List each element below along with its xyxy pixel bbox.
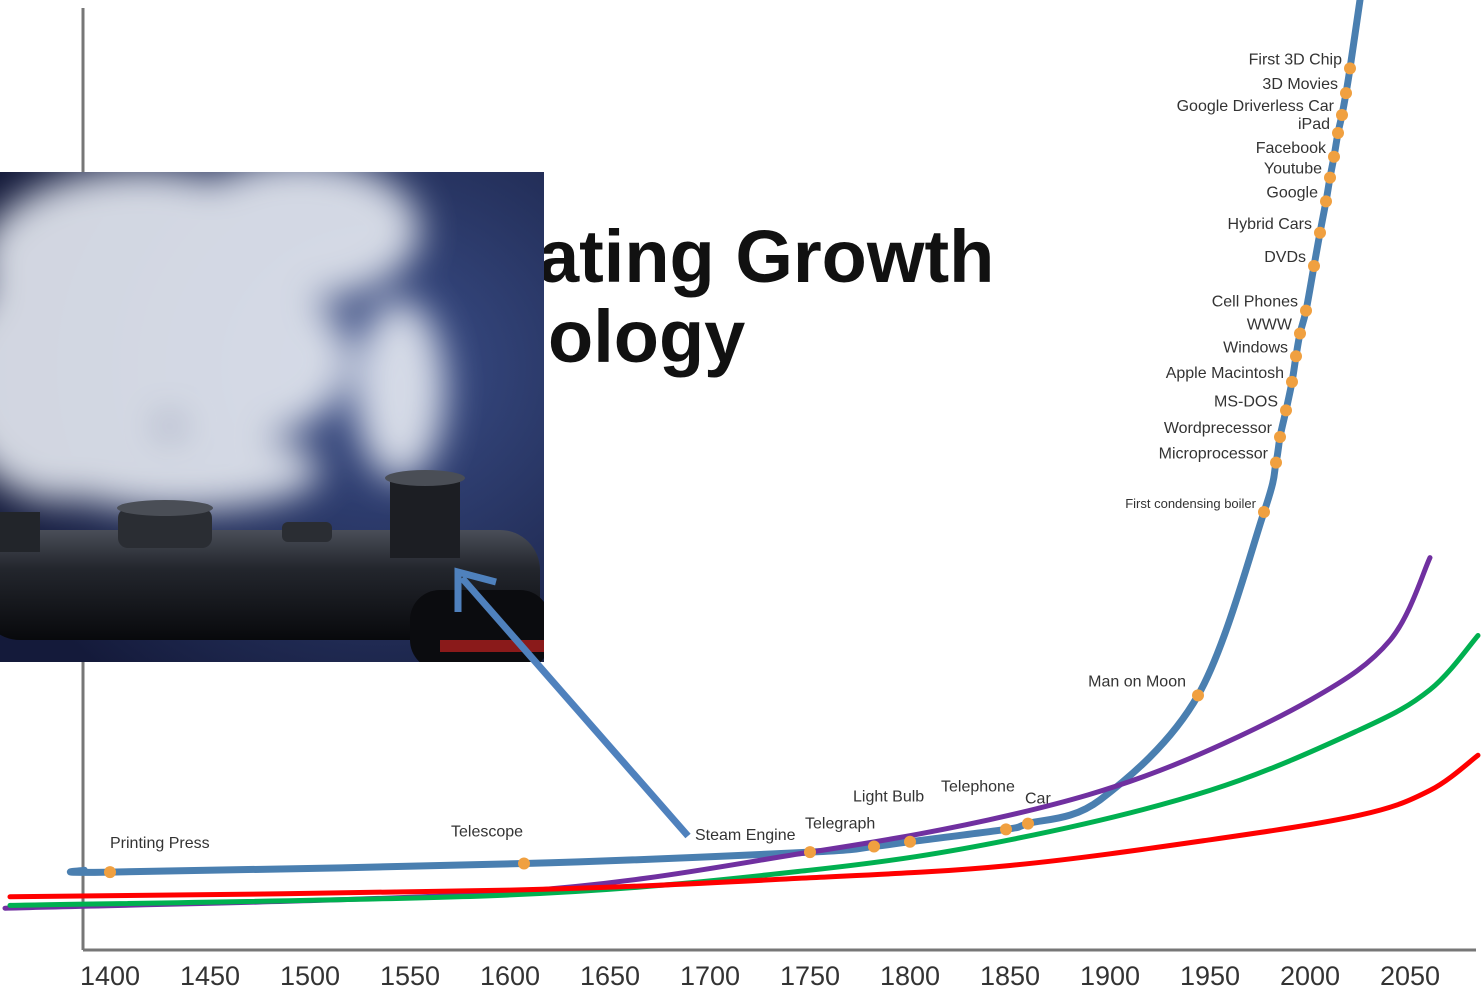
milestone-point — [518, 857, 530, 870]
milestone-point — [1340, 87, 1352, 100]
x-tick-label: 1650 — [580, 961, 640, 991]
x-tick-label: 1800 — [880, 961, 940, 991]
milestone-label: Cell Phones — [1212, 294, 1298, 311]
x-tick-label: 1600 — [480, 961, 540, 991]
milestone-label: Windows — [1223, 339, 1288, 356]
x-tick-label: 1900 — [1080, 961, 1140, 991]
milestone-point — [1324, 171, 1336, 184]
milestone-point — [1314, 226, 1326, 239]
milestone-point — [1258, 506, 1270, 519]
milestone-point — [1332, 127, 1344, 139]
milestone-point — [1320, 195, 1332, 208]
milestone-point — [1274, 431, 1286, 443]
milestone-label: MS-DOS — [1214, 393, 1278, 410]
x-tick-label: 1450 — [180, 961, 240, 991]
milestone-point — [1308, 260, 1320, 272]
x-tick-label: 2000 — [1280, 961, 1340, 991]
milestone-point — [1280, 404, 1292, 417]
milestone-label: Man on Moon — [1088, 673, 1186, 690]
milestone-label: Steam Engine — [695, 827, 796, 844]
milestone-point — [1294, 327, 1306, 340]
milestone-label: First 3D Chip — [1249, 51, 1342, 68]
milestone-point — [804, 846, 816, 859]
x-tick-label: 1850 — [980, 961, 1040, 991]
milestone-point — [1328, 150, 1340, 163]
milestone-point — [1270, 456, 1282, 469]
milestone-point — [1286, 375, 1298, 388]
milestone-point — [904, 835, 916, 848]
milestone-label: 3D Movies — [1262, 76, 1338, 93]
milestone-label: Google — [1266, 184, 1318, 201]
milestone-label: iPad — [1298, 116, 1330, 133]
milestone-label: Telescope — [451, 824, 523, 841]
x-tick-label: 1700 — [680, 961, 740, 991]
milestone-label: Wordprecessor — [1164, 420, 1273, 437]
milestone-label: Youtube — [1264, 161, 1322, 178]
x-tick-label: 1750 — [780, 961, 840, 991]
x-tick-label: 1950 — [1180, 961, 1240, 991]
milestone-point — [1022, 817, 1034, 830]
milestone-label: Apple Macintosh — [1166, 365, 1284, 382]
milestone-point — [1290, 350, 1302, 363]
milestone-label: Facebook — [1256, 140, 1327, 157]
milestone-point — [1336, 108, 1348, 121]
milestone-label: DVDs — [1264, 249, 1306, 266]
milestone-point — [1300, 304, 1312, 317]
milestone-point — [1192, 689, 1204, 702]
series-line — [7, 633, 1481, 908]
milestone-label: Google Driverless Car — [1177, 98, 1335, 115]
x-tick-label: 2050 — [1380, 961, 1440, 991]
series-line — [7, 752, 1481, 900]
steam-engine-photo — [0, 172, 544, 662]
milestone-label: WWW — [1247, 316, 1293, 333]
milestone-point — [868, 840, 880, 853]
x-tick-label: 1500 — [280, 961, 340, 991]
milestone-point — [1000, 823, 1012, 836]
milestone-label: Telegraph — [805, 815, 875, 832]
x-tick-label: 1400 — [80, 961, 140, 991]
milestone-label: Printing Press — [110, 835, 210, 852]
milestone-label: First condensing boiler — [1125, 496, 1256, 511]
x-tick-label: 1550 — [380, 961, 440, 991]
annotation-arrow — [454, 567, 691, 839]
milestone-label: Hybrid Cars — [1228, 216, 1312, 233]
milestone-label: Light Bulb — [853, 789, 924, 806]
title-line: ology — [548, 295, 745, 378]
milestone-point — [104, 866, 116, 879]
milestone-label: Car — [1025, 791, 1051, 808]
milestone-label: Telephone — [941, 778, 1015, 795]
title-line: ating Growth — [538, 215, 994, 298]
milestone-label: Microprocessor — [1159, 446, 1269, 463]
milestone-point — [1344, 62, 1356, 75]
